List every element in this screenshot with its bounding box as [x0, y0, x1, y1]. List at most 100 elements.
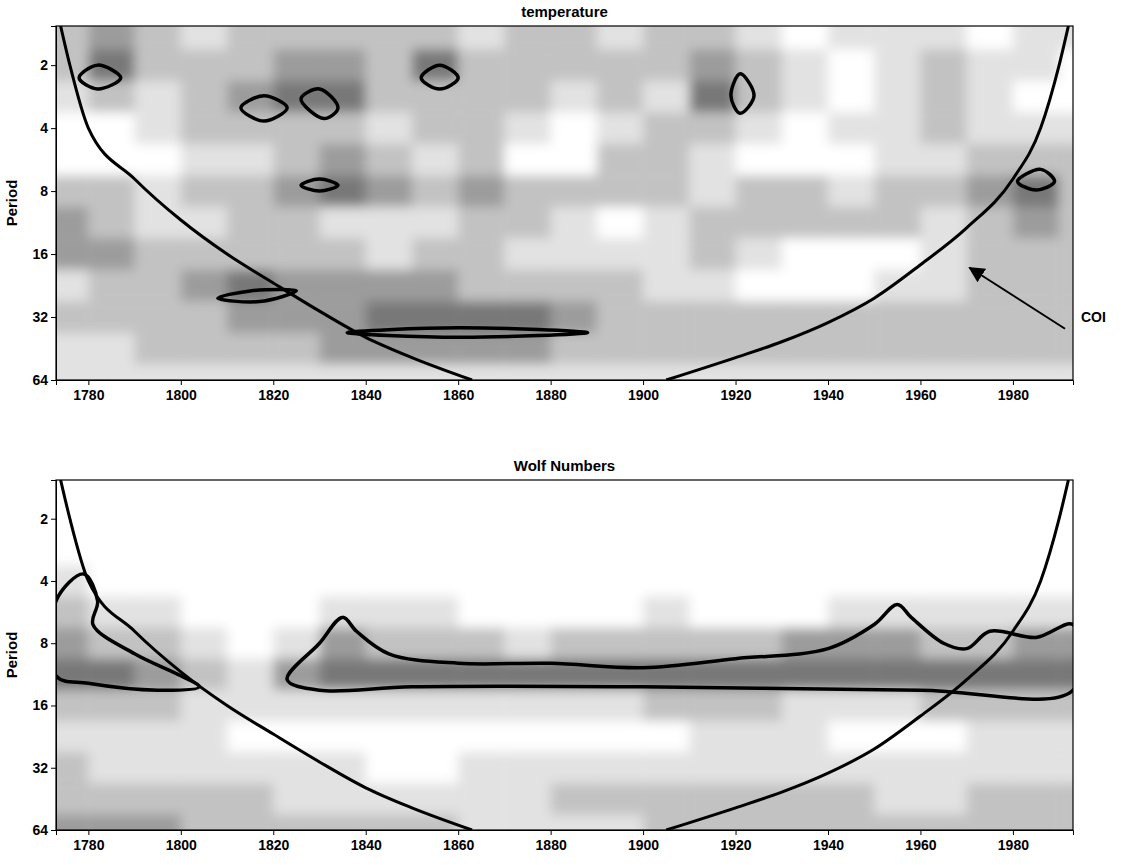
heat-cell — [689, 690, 736, 722]
heat-cell — [366, 81, 413, 113]
y-tick-label: 32 — [32, 760, 48, 776]
y-axis: 248163264 — [32, 27, 56, 388]
heat-cell — [828, 364, 875, 380]
heat-cell — [56, 175, 89, 207]
heat-cell — [227, 752, 274, 784]
heat-cell — [366, 721, 413, 753]
heat-cell — [967, 752, 1014, 784]
heat-cell — [1013, 783, 1060, 815]
heat-cell — [551, 270, 598, 302]
heat-cell — [273, 565, 320, 597]
heat-cell — [181, 301, 228, 333]
heat-cell — [273, 503, 320, 535]
heat-cell — [319, 659, 366, 691]
y-tick-label: 2 — [40, 511, 48, 527]
heat-cell — [135, 721, 182, 753]
heat-cell — [1013, 480, 1060, 503]
x-tick-mark — [551, 380, 552, 385]
heat-cell — [504, 270, 551, 302]
heat-cell — [56, 814, 89, 830]
heat-cell — [88, 364, 135, 380]
heat-cell — [1059, 270, 1073, 302]
heat-cell — [874, 81, 921, 113]
y-tick: 16 — [32, 246, 56, 262]
significance-contour — [731, 74, 754, 114]
x-tick-mark — [88, 830, 89, 835]
y-axis-title: Period — [3, 180, 20, 227]
x-tick: 1880 — [536, 830, 567, 853]
heat-cell — [874, 721, 921, 753]
heat-cell — [56, 238, 89, 270]
significance-contour — [421, 65, 458, 89]
heat-cell — [967, 783, 1014, 815]
heat-cell — [597, 628, 644, 660]
heat-cell — [689, 565, 736, 597]
x-tick-mark — [181, 380, 182, 385]
x-tick-label: 1860 — [443, 387, 474, 403]
y-tick-mark — [51, 643, 56, 644]
heat-cell — [782, 503, 829, 535]
heat-cell — [874, 144, 921, 176]
heat-cell — [1013, 301, 1060, 333]
heat-cell — [967, 565, 1014, 597]
heat-cell — [597, 144, 644, 176]
heat-cell — [828, 144, 875, 176]
heat-cell — [88, 628, 135, 660]
heat-cell — [689, 175, 736, 207]
x-tick-label: 1880 — [536, 387, 567, 403]
y-axis-line — [51, 27, 57, 381]
heat-cell — [828, 565, 875, 597]
y-tick-label: 4 — [40, 120, 48, 136]
heat-cell — [319, 752, 366, 784]
heat-cell — [181, 238, 228, 270]
heat-cell — [412, 721, 459, 753]
heat-cell — [551, 690, 598, 722]
heat-cell — [366, 690, 413, 722]
heat-cell — [597, 721, 644, 753]
y-tick-label: 64 — [32, 372, 48, 388]
heat-cell — [643, 175, 690, 207]
heat-cell — [181, 480, 228, 503]
heat-cell — [504, 565, 551, 597]
heat-cell — [551, 480, 598, 503]
heat-cell — [736, 364, 783, 380]
heat-cell — [551, 207, 598, 239]
heat-cell — [551, 81, 598, 113]
heat-cell — [135, 112, 182, 144]
heat-cell — [135, 690, 182, 722]
heat-cell — [319, 144, 366, 176]
x-tick: 1840 — [351, 380, 382, 403]
heat-cell — [736, 175, 783, 207]
heat-cell — [643, 480, 690, 503]
heat-cell — [135, 81, 182, 113]
heat-cell — [1059, 112, 1073, 144]
heat-cell — [319, 565, 366, 597]
figure: 1780180018201840186018801900192019401960… — [0, 0, 1122, 865]
y-tick-label: 2 — [40, 57, 48, 73]
heat-cell — [782, 597, 829, 629]
heat-cell — [736, 721, 783, 753]
heat-cell — [412, 270, 459, 302]
heat-cell — [643, 333, 690, 365]
heat-cell — [273, 364, 320, 380]
y-tick-mark — [51, 128, 56, 129]
heat-cell — [88, 175, 135, 207]
y-axis-title: Period — [3, 632, 20, 679]
heat-cell — [643, 49, 690, 81]
heat-cell — [458, 480, 505, 503]
heat-cell — [504, 597, 551, 629]
significance-contour — [79, 65, 121, 89]
heat-cell — [828, 301, 875, 333]
heat-cell — [782, 364, 829, 380]
heat-cell — [319, 690, 366, 722]
heat-cell — [1059, 721, 1073, 753]
x-tick: 1800 — [166, 830, 197, 853]
x-tick: 1940 — [813, 830, 844, 853]
heat-cell — [597, 364, 644, 380]
heat-cell — [504, 49, 551, 81]
heat-cell — [273, 112, 320, 144]
x-tick: 1800 — [166, 380, 197, 403]
panel: 1780180018201840186018801900192019401960… — [3, 456, 1106, 862]
heat-cell — [967, 238, 1014, 270]
y-tick-label: 4 — [40, 573, 48, 589]
